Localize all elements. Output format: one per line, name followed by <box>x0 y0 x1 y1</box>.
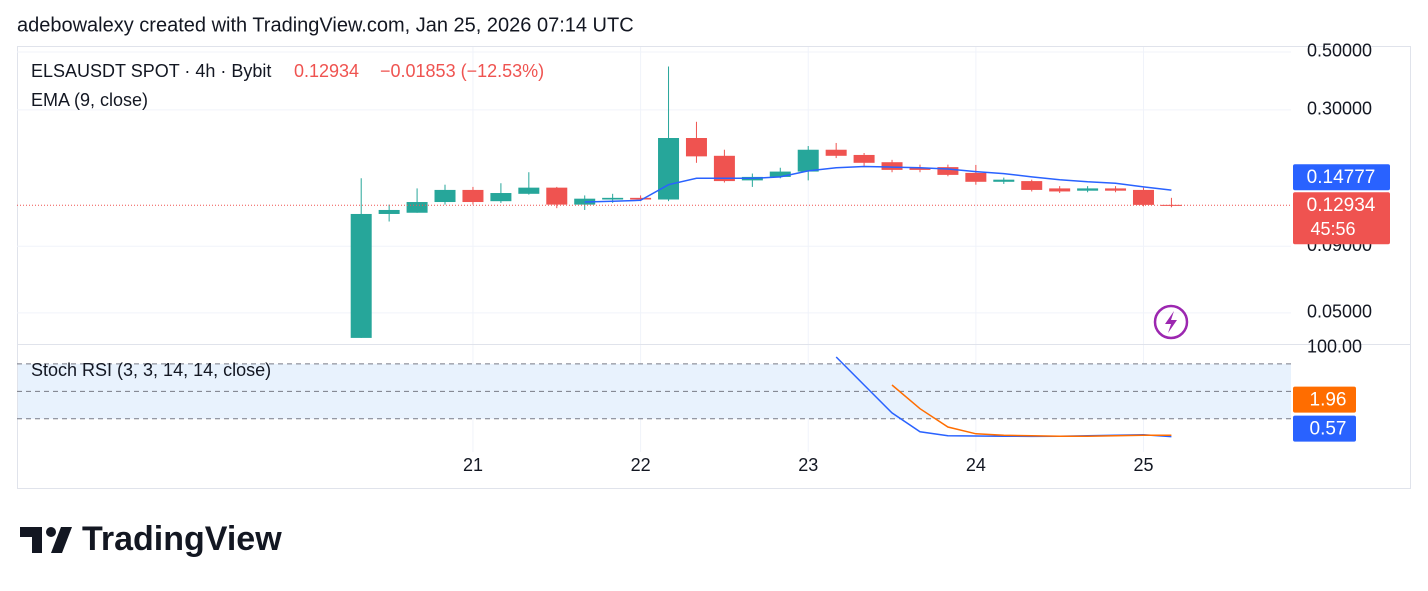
band-fill <box>18 363 1291 419</box>
candle-body <box>937 167 959 175</box>
candle-body <box>406 202 428 213</box>
candle-body <box>769 171 791 177</box>
candle-body <box>713 155 735 182</box>
candle-body <box>1049 188 1071 192</box>
candle-body <box>602 197 624 200</box>
last-price: 0.12934 <box>294 61 359 81</box>
x-tick-label: 23 <box>798 455 818 475</box>
series-line <box>584 165 1172 203</box>
candle-body <box>434 189 456 203</box>
candle-body <box>1132 189 1154 205</box>
candle-body <box>658 138 680 200</box>
value-label-box <box>1293 386 1356 413</box>
candle-body <box>1021 181 1043 190</box>
candle-body <box>797 149 819 172</box>
plot <box>17 66 1291 438</box>
candle-body <box>546 187 568 205</box>
value-label-box <box>1293 415 1356 442</box>
y-tick-label: 0.30000 <box>1307 99 1372 119</box>
y-tick-label: 0.05000 <box>1307 302 1372 322</box>
candle-body <box>685 138 707 157</box>
candle-body <box>630 197 652 200</box>
y-tick-label: 0.50000 <box>1307 41 1372 61</box>
candle-body <box>378 209 400 214</box>
candle-body <box>853 154 875 163</box>
candle-body <box>993 179 1015 182</box>
stoch-title: Stoch RSI (3, 3, 14, 14, close) <box>31 360 271 380</box>
ema-label-box <box>1293 164 1390 191</box>
candle-body <box>1160 204 1182 206</box>
candle-body <box>462 189 484 203</box>
candle-body <box>825 149 847 156</box>
series-line <box>891 384 1172 437</box>
ema-label: 0.14777 <box>1307 167 1376 188</box>
x-tick-label: 25 <box>1133 455 1153 475</box>
x-tick-label: 22 <box>631 455 651 475</box>
x-tick-label: 21 <box>463 455 483 475</box>
candle-body <box>350 213 372 338</box>
candle-body <box>1105 188 1127 191</box>
change-label: −0.01853 (−12.53%) <box>380 61 544 81</box>
x-tick-label: 24 <box>966 455 986 475</box>
candle-body <box>881 162 903 170</box>
price-label: 0.12934 <box>1307 195 1376 216</box>
candle-body <box>1077 188 1099 191</box>
value-label: 0.57 <box>1310 419 1347 440</box>
alert-icon[interactable] <box>1153 304 1189 340</box>
ema-legend: EMA (9, close) <box>31 90 148 110</box>
chart-frame <box>17 46 1411 489</box>
candle-body <box>490 193 512 202</box>
grid <box>17 47 1291 452</box>
candle-body <box>518 187 540 194</box>
brand-text: TradingView <box>82 520 282 558</box>
candle-body <box>965 172 987 182</box>
brand-logo: TradingView <box>20 520 282 558</box>
price-label-box <box>1293 192 1390 245</box>
value-label: 1.96 <box>1310 390 1347 411</box>
symbol-label: ELSAUSDT SPOT · 4h · Bybit <box>31 61 271 81</box>
y-tick-label: 100.00 <box>1307 336 1362 356</box>
countdown: 45:56 <box>1310 219 1355 239</box>
candle-body <box>909 167 931 170</box>
credit: adebowalexy created with TradingView.com… <box>17 14 634 36</box>
